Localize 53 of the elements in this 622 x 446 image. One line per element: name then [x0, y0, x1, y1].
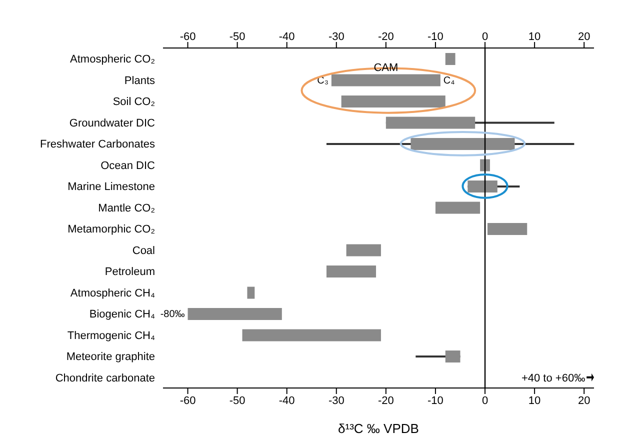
- y-tick-label: Soil CO₂: [112, 96, 155, 108]
- bar: [435, 202, 480, 214]
- bar: [242, 329, 381, 342]
- bar: [386, 116, 476, 129]
- y-tick-label: Metamorphic CO₂: [68, 224, 155, 236]
- bar: [480, 159, 490, 172]
- y-tick-label: Thermogenic CH₄: [67, 330, 156, 342]
- y-tick-label: Coal: [132, 244, 155, 257]
- bar: [247, 286, 255, 299]
- x2-tick-label: 0: [482, 31, 488, 43]
- bar: [188, 308, 282, 320]
- bar: [331, 74, 440, 86]
- bar: [487, 223, 528, 235]
- y-tick-label: Meteorite graphite: [66, 351, 155, 364]
- x-tick-label: -10: [428, 394, 444, 407]
- y-tick-label: Ocean DIC: [100, 160, 156, 172]
- x-tick-label: -60: [180, 394, 196, 407]
- y-tick-label: Marine Limestone: [68, 181, 155, 194]
- y-tick-label: Biogenic CH₄: [89, 308, 156, 321]
- x2-tick-label: 10: [528, 31, 541, 43]
- y-tick-label: Chondrite carbonate: [55, 372, 155, 384]
- annotation: -80‰: [160, 309, 185, 320]
- x-tick-label: -40: [278, 394, 295, 407]
- bar: [468, 180, 498, 192]
- bar: [445, 53, 456, 65]
- bar: [445, 350, 460, 362]
- x2-tick-label: 20: [578, 31, 590, 43]
- y-tick-label: Atmospheric CH₄: [70, 287, 156, 300]
- bar: [346, 244, 381, 256]
- annotation: C₄: [443, 75, 455, 86]
- x-tick-label: 0: [482, 394, 488, 407]
- y-tick-label: Plants: [124, 74, 156, 87]
- y-tick-label: Petroleum: [104, 266, 155, 278]
- y-tick-label: Mantle CO₂: [98, 202, 155, 214]
- x2-tick-label: -20: [378, 31, 394, 43]
- x2-tick-label: -40: [278, 31, 295, 43]
- x-tick-label: -20: [378, 394, 394, 407]
- x2-tick-label: -50: [229, 31, 246, 43]
- y-tick-label: Freshwater Carbonates: [40, 138, 156, 151]
- y-tick-label: Atmospheric CO₂: [70, 54, 155, 66]
- x2-tick-label: -10: [428, 31, 444, 43]
- x-tick-label: 10: [528, 394, 541, 407]
- bar: [326, 266, 376, 278]
- x2-tick-label: -60: [180, 31, 196, 43]
- bar: [341, 96, 446, 108]
- x-tick-label: -50: [229, 394, 246, 407]
- annotation: +40 to +60‰: [521, 372, 586, 384]
- x-tick-label: 20: [578, 394, 590, 407]
- x2-tick-label: -30: [328, 31, 344, 43]
- x-axis-title: δ¹³C ‰ VPDB: [338, 421, 419, 436]
- bar: [410, 138, 515, 150]
- y-tick-label: Groundwater DIC: [69, 117, 156, 130]
- x-tick-label: -30: [328, 394, 344, 407]
